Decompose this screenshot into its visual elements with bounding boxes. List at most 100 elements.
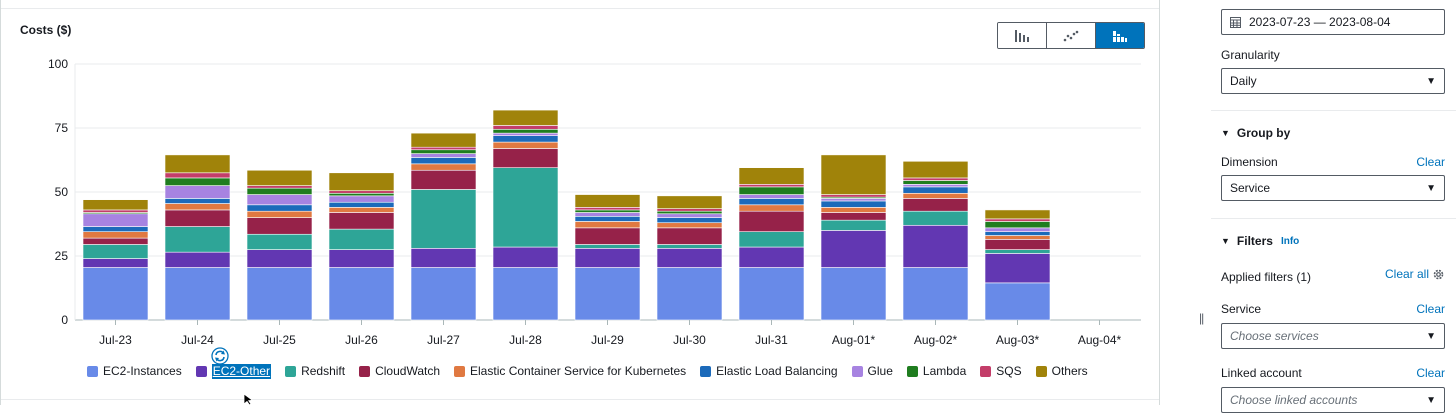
bar-segment[interactable] [902, 184, 969, 188]
bar-segment[interactable] [410, 248, 477, 268]
bar-segment[interactable] [246, 233, 313, 250]
bar-segment[interactable] [410, 149, 477, 154]
bar-segment[interactable] [656, 248, 723, 268]
bar-segment[interactable] [738, 167, 805, 185]
bar-segment[interactable] [410, 169, 477, 190]
bar-segment[interactable] [902, 177, 969, 181]
linked-account-select[interactable]: Choose linked accounts ▼ [1221, 387, 1445, 413]
bar-segment[interactable] [164, 177, 231, 186]
bar-segment[interactable] [738, 246, 805, 268]
bar-segment[interactable] [902, 192, 969, 199]
bar-segment[interactable] [492, 267, 559, 321]
bar-segment[interactable] [246, 267, 313, 321]
bar-segment[interactable] [82, 213, 149, 227]
bar-segment[interactable] [492, 148, 559, 168]
bar-segment[interactable] [82, 258, 149, 268]
bar-segment[interactable] [164, 172, 231, 179]
bar-segment[interactable] [82, 237, 149, 245]
bar-segment[interactable] [656, 208, 723, 212]
bar-segment[interactable] [984, 227, 1051, 232]
bar-segment[interactable] [820, 219, 887, 231]
bar-segment[interactable] [902, 160, 969, 179]
bar-segment[interactable] [246, 185, 313, 189]
bar-segment[interactable] [574, 244, 641, 249]
bar-segment[interactable] [656, 267, 723, 321]
bar-segment[interactable] [164, 267, 231, 321]
bar-segment[interactable] [492, 109, 559, 126]
bar-segment[interactable] [984, 209, 1051, 220]
bar-segment[interactable] [164, 185, 231, 199]
bar-segment[interactable] [246, 194, 313, 206]
bar-segment[interactable] [410, 146, 477, 151]
bar-segment[interactable] [164, 198, 231, 204]
bar-segment[interactable] [984, 253, 1051, 284]
bar-segment[interactable] [820, 194, 887, 198]
bar-segment[interactable] [738, 210, 805, 232]
bar-segment[interactable] [328, 249, 395, 268]
bar-segment[interactable] [410, 189, 477, 249]
bar-segment[interactable] [574, 194, 641, 208]
bar-segment[interactable] [82, 244, 149, 259]
bar-segment[interactable] [820, 198, 887, 202]
line-chart-view-button[interactable] [1047, 23, 1096, 48]
bar-segment[interactable] [164, 203, 231, 211]
bar-segment[interactable] [328, 207, 395, 213]
bar-segment[interactable] [328, 212, 395, 230]
legend-item[interactable]: Lambda [906, 364, 966, 379]
gear-icon[interactable] [1432, 268, 1445, 281]
bar-segment[interactable] [246, 187, 313, 195]
bar-segment[interactable] [738, 231, 805, 248]
bar-segment[interactable] [820, 207, 887, 213]
stacked-bar-view-button[interactable] [1096, 23, 1144, 48]
legend-item[interactable]: SQS [980, 364, 1022, 379]
bar-segment[interactable] [902, 180, 969, 185]
bar-segment[interactable] [492, 167, 559, 248]
dimension-select[interactable]: Service ▼ [1221, 175, 1445, 201]
bar-segment[interactable] [574, 227, 641, 245]
legend-item[interactable]: Glue [851, 364, 893, 379]
bar-segment[interactable] [246, 204, 313, 212]
bar-segment[interactable] [574, 248, 641, 268]
bar-segment[interactable] [328, 195, 395, 203]
bar-segment[interactable] [656, 210, 723, 215]
refresh-icon[interactable] [211, 347, 229, 365]
bar-segment[interactable] [82, 226, 149, 232]
bar-segment[interactable] [820, 200, 887, 208]
group-by-section-header[interactable]: ▼ Group by [1221, 126, 1290, 140]
bar-segment[interactable] [656, 213, 723, 218]
bar-segment[interactable] [164, 226, 231, 253]
bar-segment[interactable] [328, 228, 395, 250]
bar-segment[interactable] [984, 249, 1051, 254]
service-filter-clear-link[interactable]: Clear [1416, 302, 1445, 316]
bar-segment[interactable] [738, 194, 805, 199]
bar-segment[interactable] [738, 198, 805, 206]
bar-segment[interactable] [492, 246, 559, 268]
bar-segment[interactable] [574, 209, 641, 213]
bar-segment[interactable] [984, 231, 1051, 236]
bar-segment[interactable] [656, 195, 723, 209]
bar-segment[interactable] [164, 209, 231, 227]
bar-segment[interactable] [574, 221, 641, 229]
granularity-select[interactable]: Daily ▼ [1221, 68, 1445, 94]
bar-segment[interactable] [820, 154, 887, 195]
bar-segment[interactable] [984, 235, 1051, 240]
bar-segment[interactable] [820, 267, 887, 321]
bar-segment[interactable] [738, 186, 805, 195]
legend-item[interactable]: EC2-Instances [87, 364, 182, 379]
bar-segment[interactable] [492, 128, 559, 134]
bar-segment[interactable] [656, 222, 723, 229]
bar-segment[interactable] [82, 267, 149, 321]
bar-segment[interactable] [410, 157, 477, 165]
bar-segment[interactable] [656, 244, 723, 249]
bar-segment[interactable] [984, 239, 1051, 250]
clear-all-filters-link[interactable]: Clear all [1384, 267, 1429, 281]
bar-chart-view-button[interactable] [998, 23, 1047, 48]
bar-segment[interactable] [492, 141, 559, 149]
bar-segment[interactable] [164, 251, 231, 268]
bar-segment[interactable] [656, 217, 723, 224]
bar-segment[interactable] [82, 199, 149, 211]
linked-account-clear-link[interactable]: Clear [1416, 366, 1445, 380]
legend-item[interactable]: CloudWatch [359, 364, 440, 379]
bar-segment[interactable] [328, 190, 395, 194]
legend-item[interactable]: Redshift [285, 364, 345, 379]
